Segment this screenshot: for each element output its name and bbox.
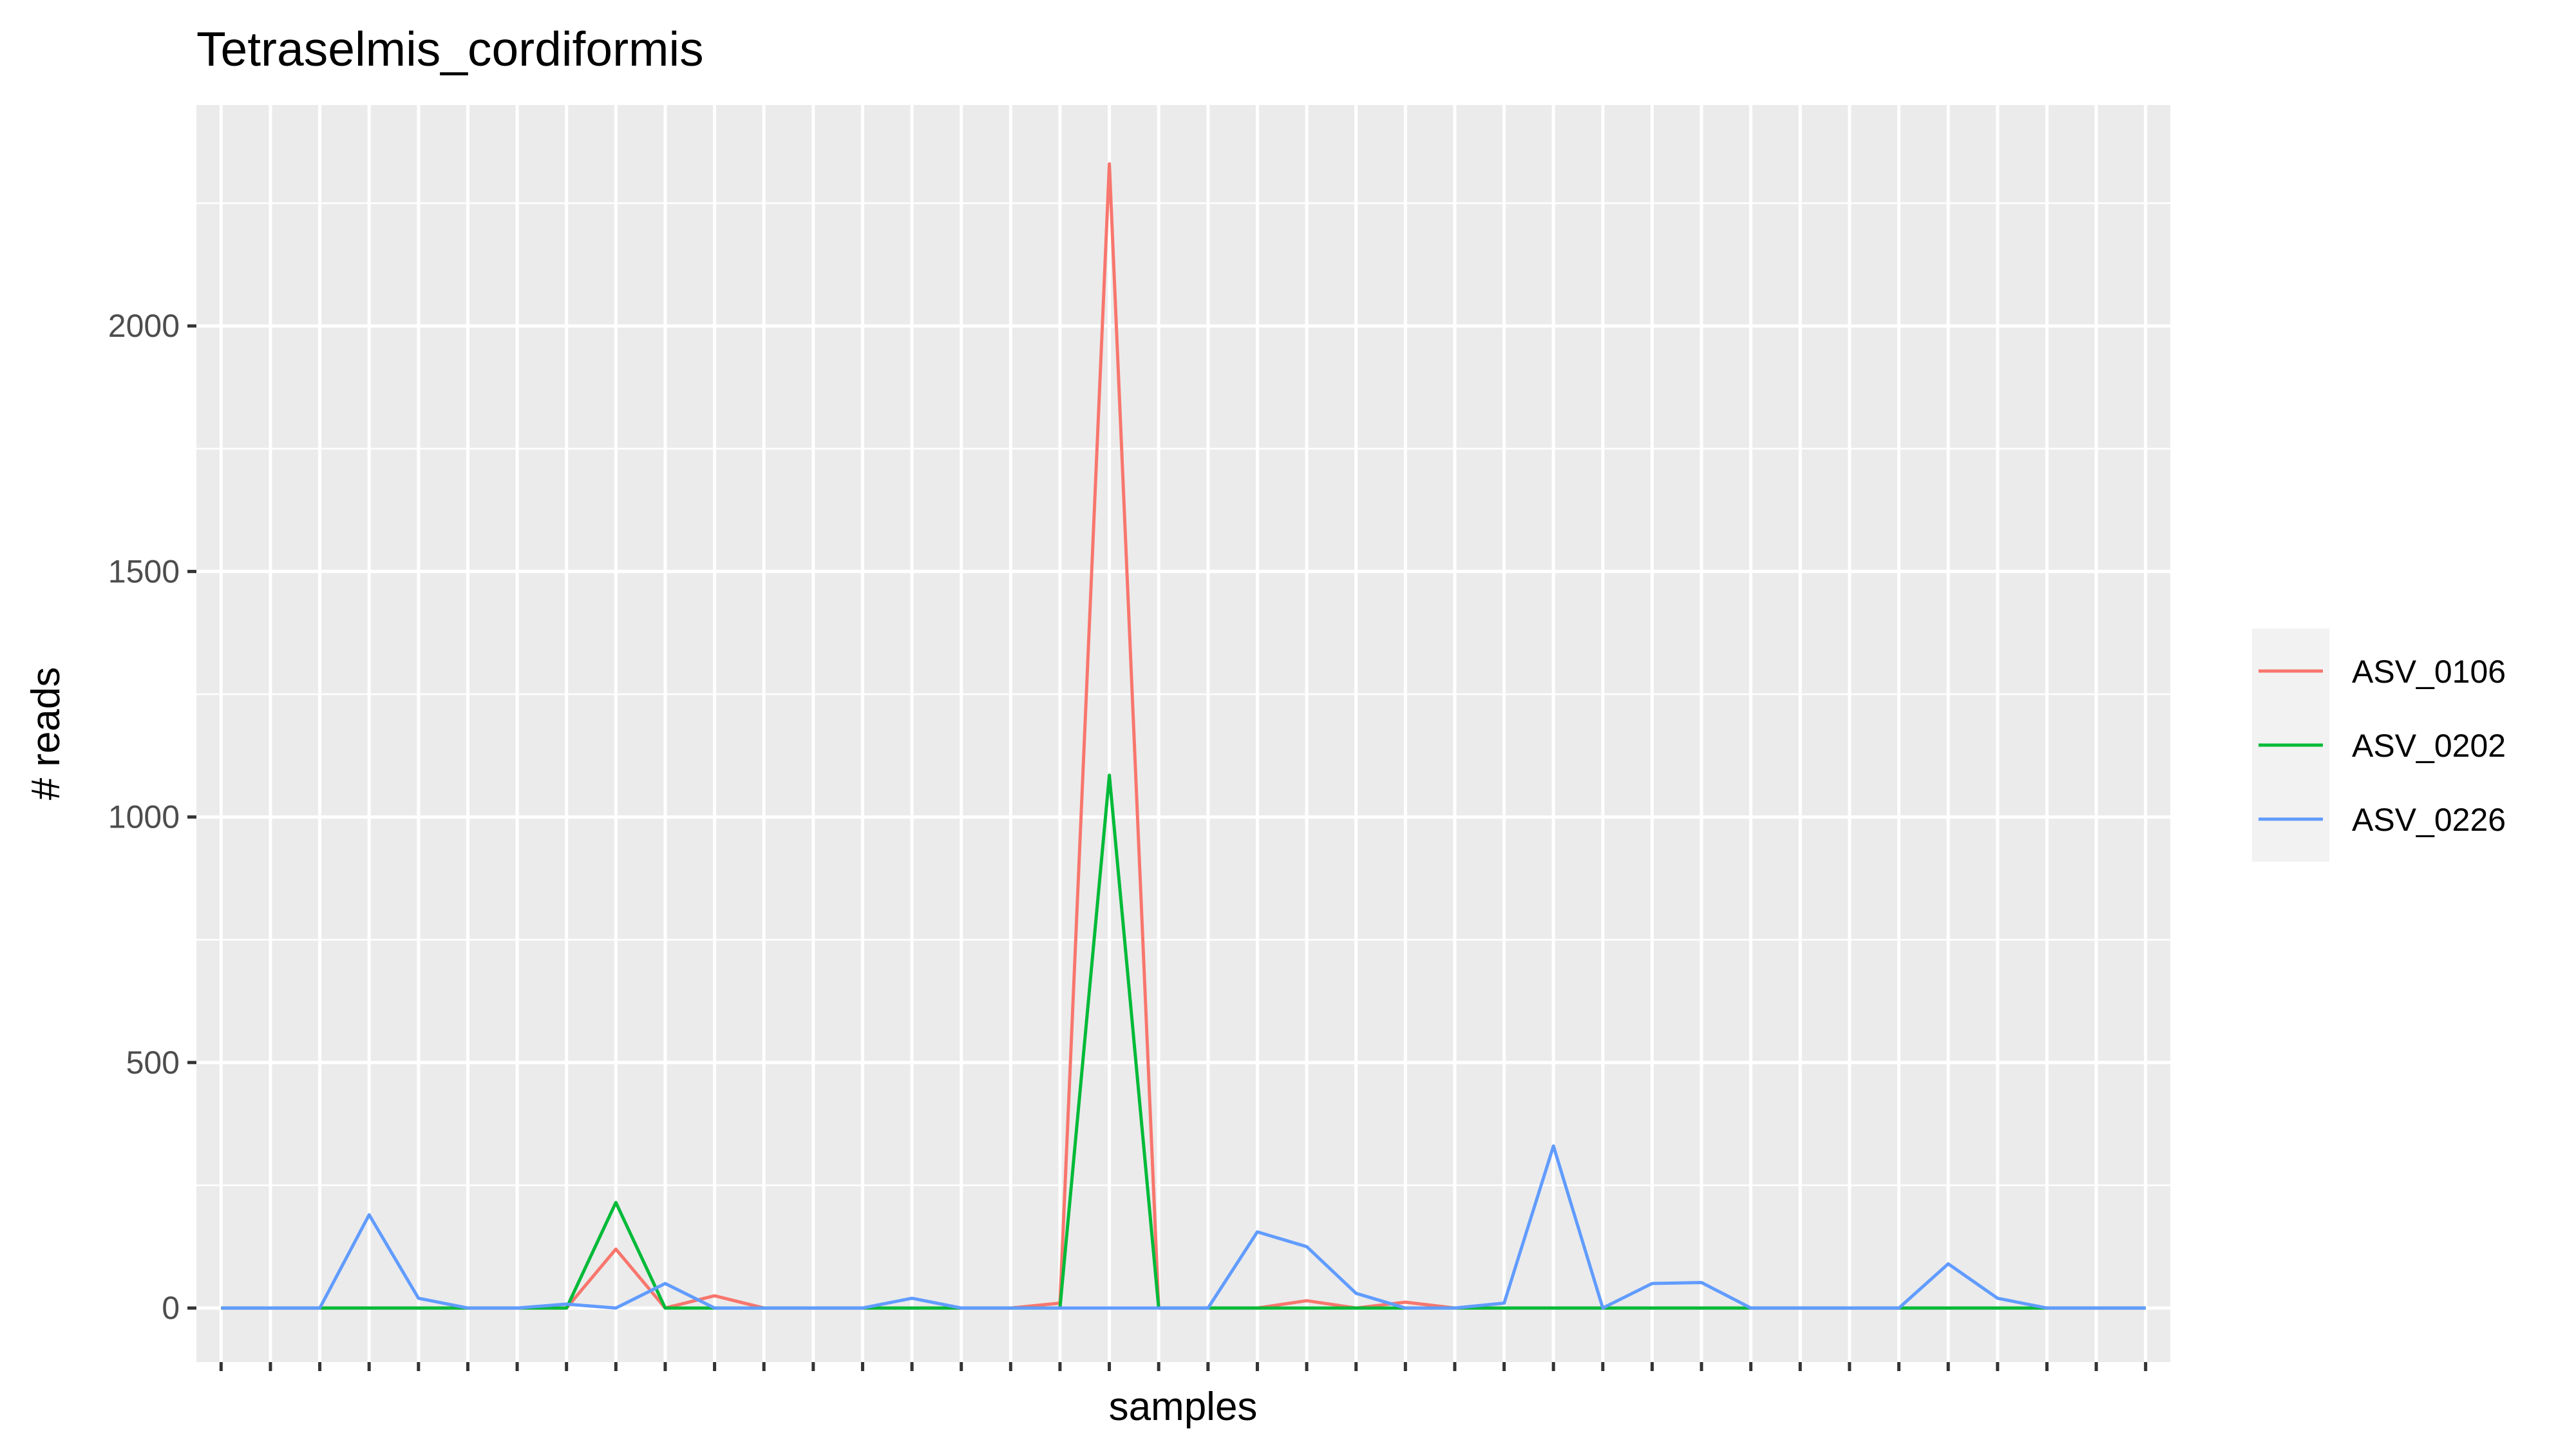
x-axis (219, 1362, 2148, 1371)
y-tick-label: 500 (126, 1045, 180, 1081)
legend-item-asv-0202: ASV_0202 (2259, 728, 2506, 764)
y-tick-label: 1000 (108, 799, 180, 835)
plot-panel (196, 105, 2170, 1362)
y-tick-label: 2000 (108, 308, 180, 344)
legend: ASV_0106 ASV_0202 ASV_0226 (2252, 629, 2506, 862)
legend-item-asv-0226: ASV_0226 (2259, 802, 2506, 838)
y-tick-label: 0 (162, 1290, 180, 1326)
legend-item-asv-0106: ASV_0106 (2259, 654, 2506, 690)
legend-label-asv-0106: ASV_0106 (2352, 654, 2506, 690)
chart-title: Tetraselmis_cordiformis (196, 22, 704, 76)
y-axis: 0 500 1000 1500 2000 (108, 308, 196, 1326)
legend-label-asv-0202: ASV_0202 (2352, 728, 2506, 764)
legend-label-asv-0226: ASV_0226 (2352, 802, 2506, 838)
x-axis-title: samples (1109, 1385, 1258, 1429)
series-lines (221, 162, 2146, 1310)
y-tick-label: 1500 (108, 553, 180, 589)
y-axis-title: # reads (24, 667, 68, 800)
series-line-asv-0226 (221, 1144, 2146, 1310)
minor-gridlines (196, 202, 2170, 1186)
